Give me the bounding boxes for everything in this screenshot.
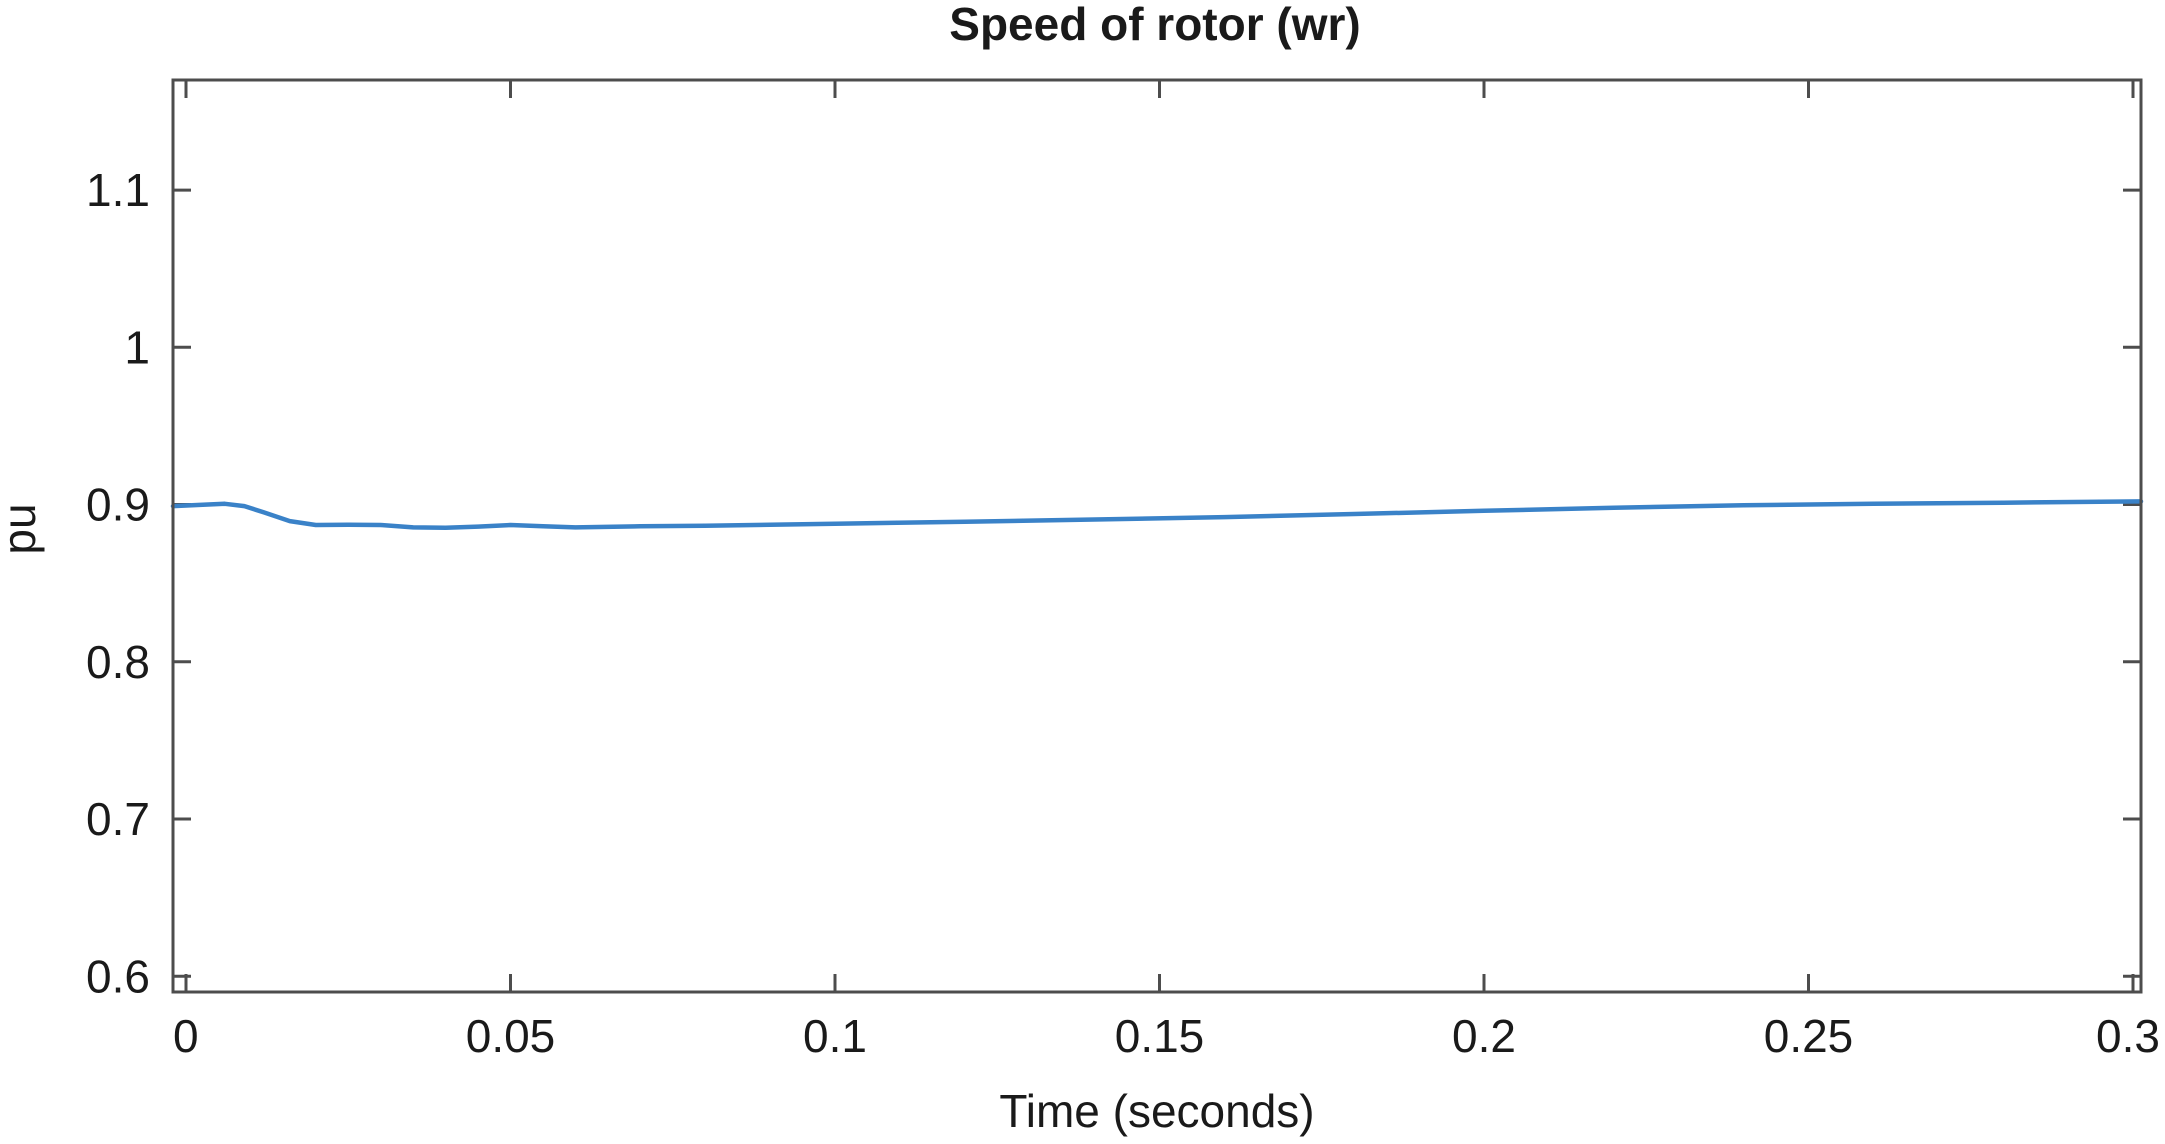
- series-line-0: [170, 499, 2144, 531]
- chart-title: Speed of rotor (wr): [949, 0, 1360, 50]
- x-tick-label-2: 0.1: [803, 1010, 867, 1062]
- plot-frame: [171, 78, 2143, 994]
- tick-labels: 0 0.05 0.1 0.15 0.2 0.25 0.3 0.6 0.7 0.8 0.9 1 1.1: [86, 164, 2160, 1062]
- y-tick-label-0: 0.6: [86, 950, 150, 1002]
- x-tick-label-0: 0: [173, 1010, 199, 1062]
- x-tick-label-1: 0.05: [466, 1010, 556, 1062]
- y-tick-label-4: 1: [124, 321, 150, 373]
- x-tick-label-4: 0.2: [1452, 1010, 1516, 1062]
- series-lines: [170, 499, 2144, 531]
- x-tick-label-5: 0.25: [1764, 1010, 1854, 1062]
- x-axis-label: Time (seconds): [999, 1085, 1314, 1137]
- y-tick-label-2: 0.8: [86, 636, 150, 688]
- axis-ticks: [173, 80, 2141, 992]
- x-tick-label-3: 0.15: [1115, 1010, 1205, 1062]
- x-tick-label-6: 0.3: [2096, 1010, 2160, 1062]
- y-axis-label: pu: [0, 503, 45, 554]
- y-tick-label-5: 1.1: [86, 164, 150, 216]
- y-tick-label-1: 0.7: [86, 793, 150, 845]
- y-tick-label-3: 0.9: [86, 479, 150, 531]
